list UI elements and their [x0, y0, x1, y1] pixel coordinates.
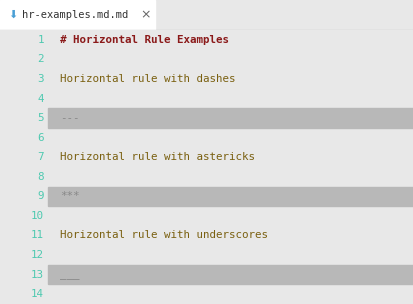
Text: ×: × — [140, 9, 150, 22]
Text: 2: 2 — [38, 54, 44, 64]
Text: ---: --- — [60, 113, 79, 123]
Text: ___: ___ — [60, 270, 79, 280]
Text: Horizontal rule with dashes: Horizontal rule with dashes — [60, 74, 235, 84]
Text: 7: 7 — [38, 152, 44, 162]
Text: 10: 10 — [31, 211, 44, 221]
Text: 4: 4 — [38, 94, 44, 103]
Text: 14: 14 — [31, 289, 44, 299]
Text: ***: *** — [60, 191, 79, 201]
Text: 5: 5 — [38, 113, 44, 123]
Text: 12: 12 — [31, 250, 44, 260]
Text: # Horizontal Rule Examples: # Horizontal Rule Examples — [60, 35, 229, 45]
Text: 11: 11 — [31, 230, 44, 240]
Bar — [48, 265, 413, 285]
Bar — [48, 187, 413, 206]
Bar — [0, 0, 155, 30]
Bar — [48, 108, 413, 128]
Text: hr-examples.md.md: hr-examples.md.md — [22, 10, 128, 20]
Text: ⬇: ⬇ — [8, 10, 17, 20]
Text: 8: 8 — [38, 172, 44, 182]
Text: 13: 13 — [31, 270, 44, 280]
Text: 3: 3 — [38, 74, 44, 84]
Text: Horizontal rule with underscores: Horizontal rule with underscores — [60, 230, 268, 240]
Text: Horizontal rule with astericks: Horizontal rule with astericks — [60, 152, 255, 162]
Text: 1: 1 — [38, 35, 44, 45]
Text: 9: 9 — [38, 191, 44, 201]
Text: 6: 6 — [38, 133, 44, 143]
